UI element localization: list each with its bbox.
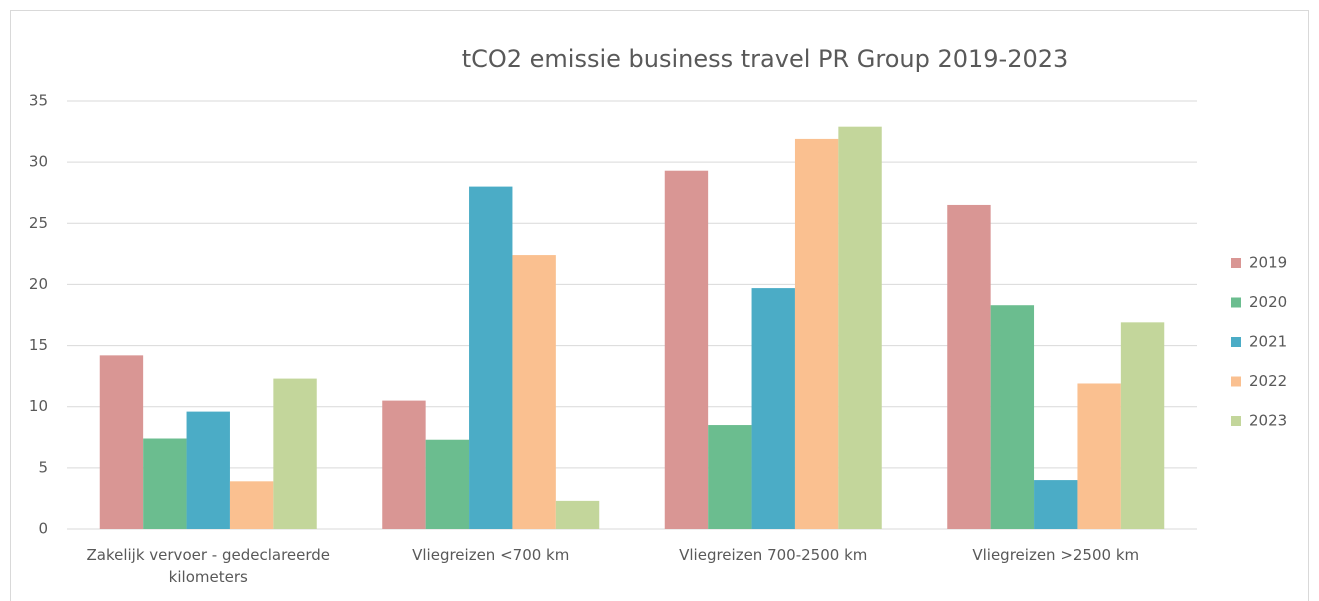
bar <box>947 204 991 529</box>
legend-label: 2020 <box>1249 293 1287 311</box>
y-tick-label: 10 <box>29 397 48 415</box>
bar <box>186 411 230 529</box>
x-tick-label: Vliegreizen 700-2500 km <box>679 546 868 564</box>
bar <box>794 138 839 529</box>
y-tick-label: 25 <box>29 214 48 232</box>
legend-swatch <box>1231 297 1241 308</box>
bar <box>1077 383 1121 529</box>
bar <box>664 170 709 529</box>
bar <box>425 439 470 529</box>
chart-title: tCO2 emissie business travel PR Group 20… <box>462 45 1069 73</box>
y-tick-label: 0 <box>38 520 48 538</box>
bar <box>382 400 426 529</box>
y-tick-label: 20 <box>29 275 48 293</box>
y-tick-label: 30 <box>29 153 48 171</box>
legend-swatch <box>1231 416 1241 426</box>
bar <box>1120 322 1165 529</box>
legend-swatch <box>1231 337 1241 347</box>
legend-swatch <box>1231 258 1241 268</box>
bar <box>143 438 187 529</box>
legend-label: 2019 <box>1249 254 1287 272</box>
y-tick-label: 35 <box>29 92 48 110</box>
legend-swatch <box>1231 376 1241 387</box>
bar <box>751 288 795 529</box>
bar <box>990 305 1035 529</box>
x-tick-label: Vliegreizen >2500 km <box>972 546 1140 564</box>
y-tick-label: 15 <box>29 336 48 354</box>
x-tick-label: Zakelijk vervoer - gedeclareerde kilomet… <box>86 546 331 586</box>
x-tick-label: Vliegreizen <700 km <box>412 546 570 564</box>
bar <box>99 355 144 529</box>
bar <box>229 481 274 529</box>
legend-label: 2021 <box>1249 333 1287 351</box>
bar <box>512 255 556 529</box>
bar <box>555 500 600 529</box>
y-tick-label: 5 <box>38 458 48 476</box>
bar <box>838 126 882 530</box>
legend-label: 2023 <box>1249 412 1287 430</box>
bar <box>1034 480 1078 529</box>
chart-border <box>10 10 1309 601</box>
bar <box>273 378 317 529</box>
legend-label: 2022 <box>1249 372 1287 390</box>
bar <box>469 186 513 529</box>
bar <box>708 425 752 529</box>
